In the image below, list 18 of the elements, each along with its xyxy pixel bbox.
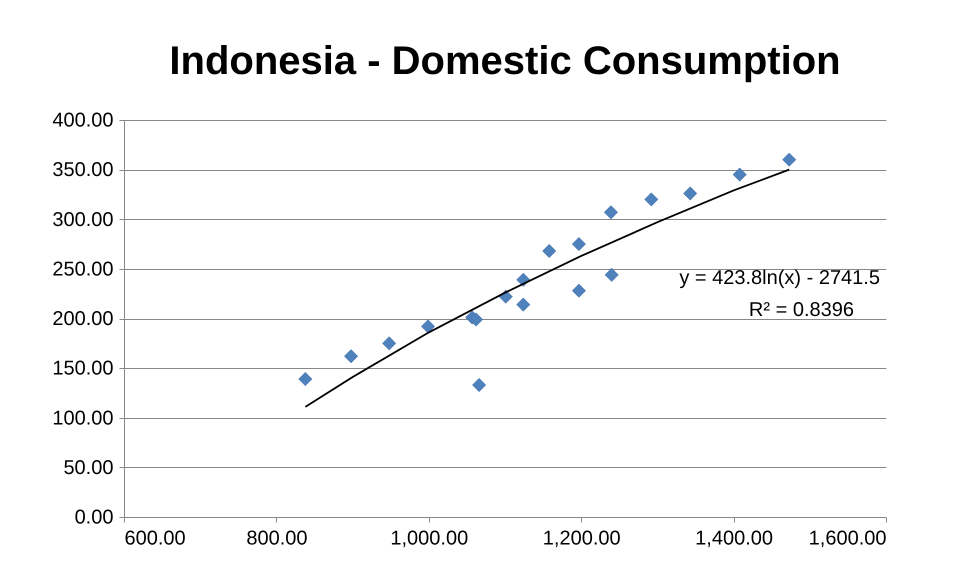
y-tick-label: 400.00 bbox=[52, 110, 114, 132]
y-tick-label: 300.00 bbox=[52, 208, 114, 231]
x-tick-label: 800.00 bbox=[246, 528, 308, 550]
y-tick-label: 100.00 bbox=[52, 407, 114, 430]
chart-title: Indonesia - Domestic Consumption bbox=[169, 39, 841, 83]
y-tick-label: 0.00 bbox=[74, 506, 114, 528]
y-tick-label: 150.00 bbox=[52, 358, 114, 380]
y-tick-label: 250.00 bbox=[52, 258, 114, 280]
x-tick-label: 600.00 bbox=[124, 528, 186, 550]
y-tick-label: 200.00 bbox=[52, 308, 114, 330]
x-tick-label: 1,000.00 bbox=[390, 528, 468, 550]
x-tick-label: 1,200.00 bbox=[542, 528, 621, 550]
y-tick-label: 50.00 bbox=[63, 456, 114, 479]
annotation: y = 423.8ln(x) - 2741.5 bbox=[679, 267, 880, 289]
x-tick-label: 1,600.00 bbox=[808, 528, 886, 550]
y-tick-label: 350.00 bbox=[52, 159, 114, 182]
x-tick-label: 1,400.00 bbox=[695, 528, 774, 550]
annotation: R² = 0.8396 bbox=[748, 299, 854, 321]
